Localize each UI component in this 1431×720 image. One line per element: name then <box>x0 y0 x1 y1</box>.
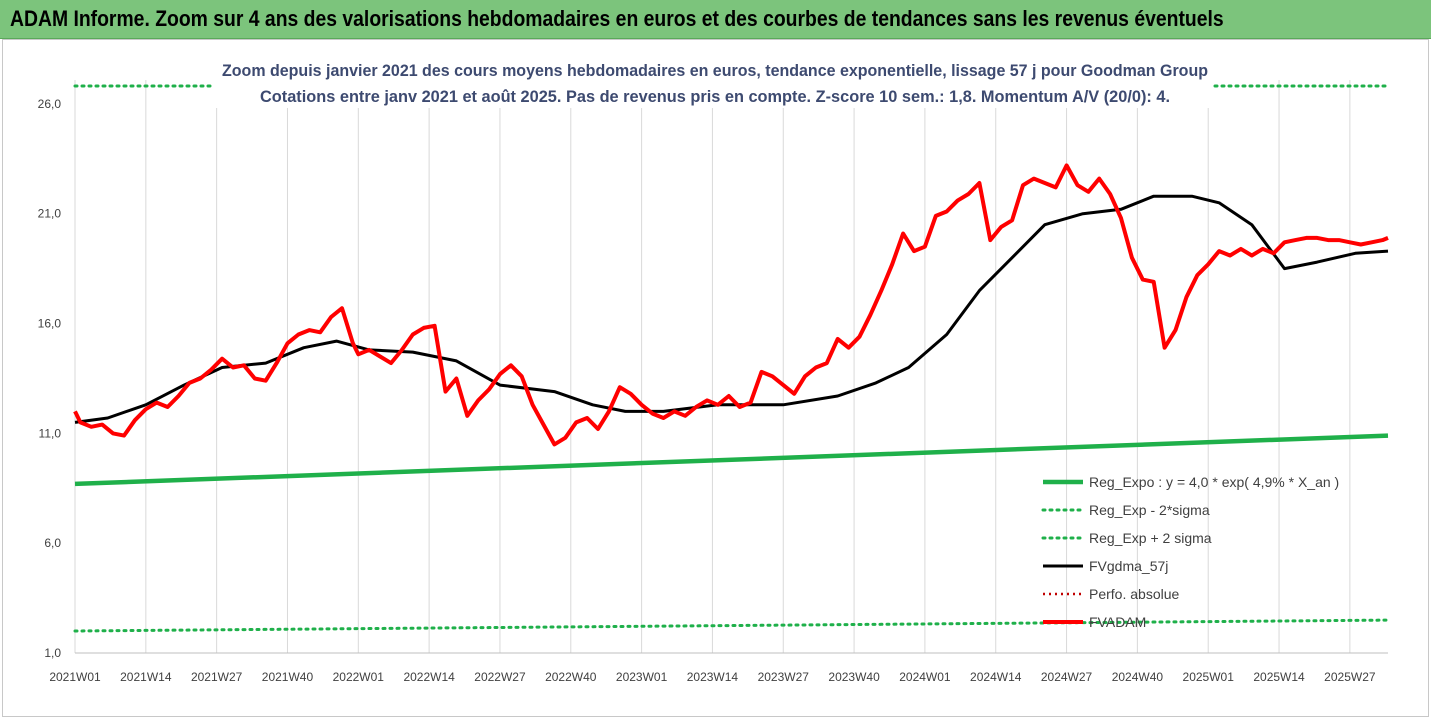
x-tick-label: 2024W01 <box>899 670 951 684</box>
x-tick-label: 2021W01 <box>49 670 101 684</box>
series-fvadam-line <box>73 163 1389 447</box>
y-axis: 1,0 6,0 11,0 16,0 21,0 26,0 <box>38 97 62 660</box>
series-fvgdma-line <box>74 194 1389 424</box>
series-layer <box>73 84 1390 633</box>
x-tick-label: 2022W01 <box>333 670 385 684</box>
title-background <box>213 50 1213 108</box>
x-tick-label: 2023W01 <box>616 670 668 684</box>
y-tick-label: 16,0 <box>38 317 62 331</box>
legend-label-perfo: Perfo. absolue <box>1089 586 1179 602</box>
chart-subtitle: Cotations entre janv 2021 et août 2025. … <box>260 87 1170 106</box>
series-reg_minus-line <box>73 618 1390 633</box>
x-tick-label: 2025W14 <box>1253 670 1305 684</box>
banner-title: ADAM Informe. Zoom sur 4 ans des valoris… <box>10 6 1224 31</box>
x-tick-label: 2021W27 <box>191 670 243 684</box>
x-tick-label: 2024W40 <box>1112 670 1164 684</box>
legend-label-reg_plus: Reg_Exp + 2 sigma <box>1089 530 1212 546</box>
x-tick-label: 2024W14 <box>970 670 1022 684</box>
x-tick-label: 2025W01 <box>1183 670 1235 684</box>
x-axis: 2021W01 2021W14 2021W27 2021W40 2022W01 2022W… <box>49 652 1388 684</box>
y-tick-label: 1,0 <box>44 646 61 660</box>
legend-label-fvgdma: FVgdma_57j <box>1089 558 1168 574</box>
y-tick-label: 26,0 <box>38 97 62 111</box>
x-tick-label: 2024W27 <box>1041 670 1093 684</box>
legend-label-reg_minus: Reg_Exp - 2*sigma <box>1089 502 1210 518</box>
x-tick-label: 2025W27 <box>1324 670 1376 684</box>
x-tick-label: 2022W40 <box>545 670 597 684</box>
report-banner: ADAM Informe. Zoom sur 4 ans des valoris… <box>0 0 1431 39</box>
x-tick-label: 2021W40 <box>262 670 314 684</box>
chart-title: Zoom depuis janvier 2021 des cours moyen… <box>222 61 1208 80</box>
series-reg_expo-line <box>74 433 1389 487</box>
x-tick-label: 2023W14 <box>687 670 739 684</box>
y-tick-label: 6,0 <box>44 536 61 550</box>
x-tick-label: 2022W27 <box>474 670 526 684</box>
x-tick-label: 2021W14 <box>120 670 172 684</box>
vertical-grid <box>74 80 1351 653</box>
y-tick-label: 21,0 <box>38 207 62 221</box>
x-tick-label: 2023W40 <box>828 670 880 684</box>
legend-label-reg_expo: Reg_Expo : y = 4,0 * exp( 4,9% * X_an ) <box>1089 474 1339 490</box>
chart-frame: 1,0 6,0 11,0 16,0 21,0 26,0 2021W01 2021W14 202… <box>2 39 1429 717</box>
legend: Reg_Expo : y = 4,0 * exp( 4,9% * X_an ) R… <box>1041 474 1339 630</box>
y-tick-label: 11,0 <box>39 426 62 440</box>
x-tick-label: 2022W14 <box>403 670 455 684</box>
legend-label-fvadam: FVADAM <box>1089 614 1146 630</box>
chart-svg: 1,06,011,016,021,026,0 2021W01 2021W14 202… <box>38 50 1390 684</box>
x-tick-label: 2023W27 <box>758 670 810 684</box>
